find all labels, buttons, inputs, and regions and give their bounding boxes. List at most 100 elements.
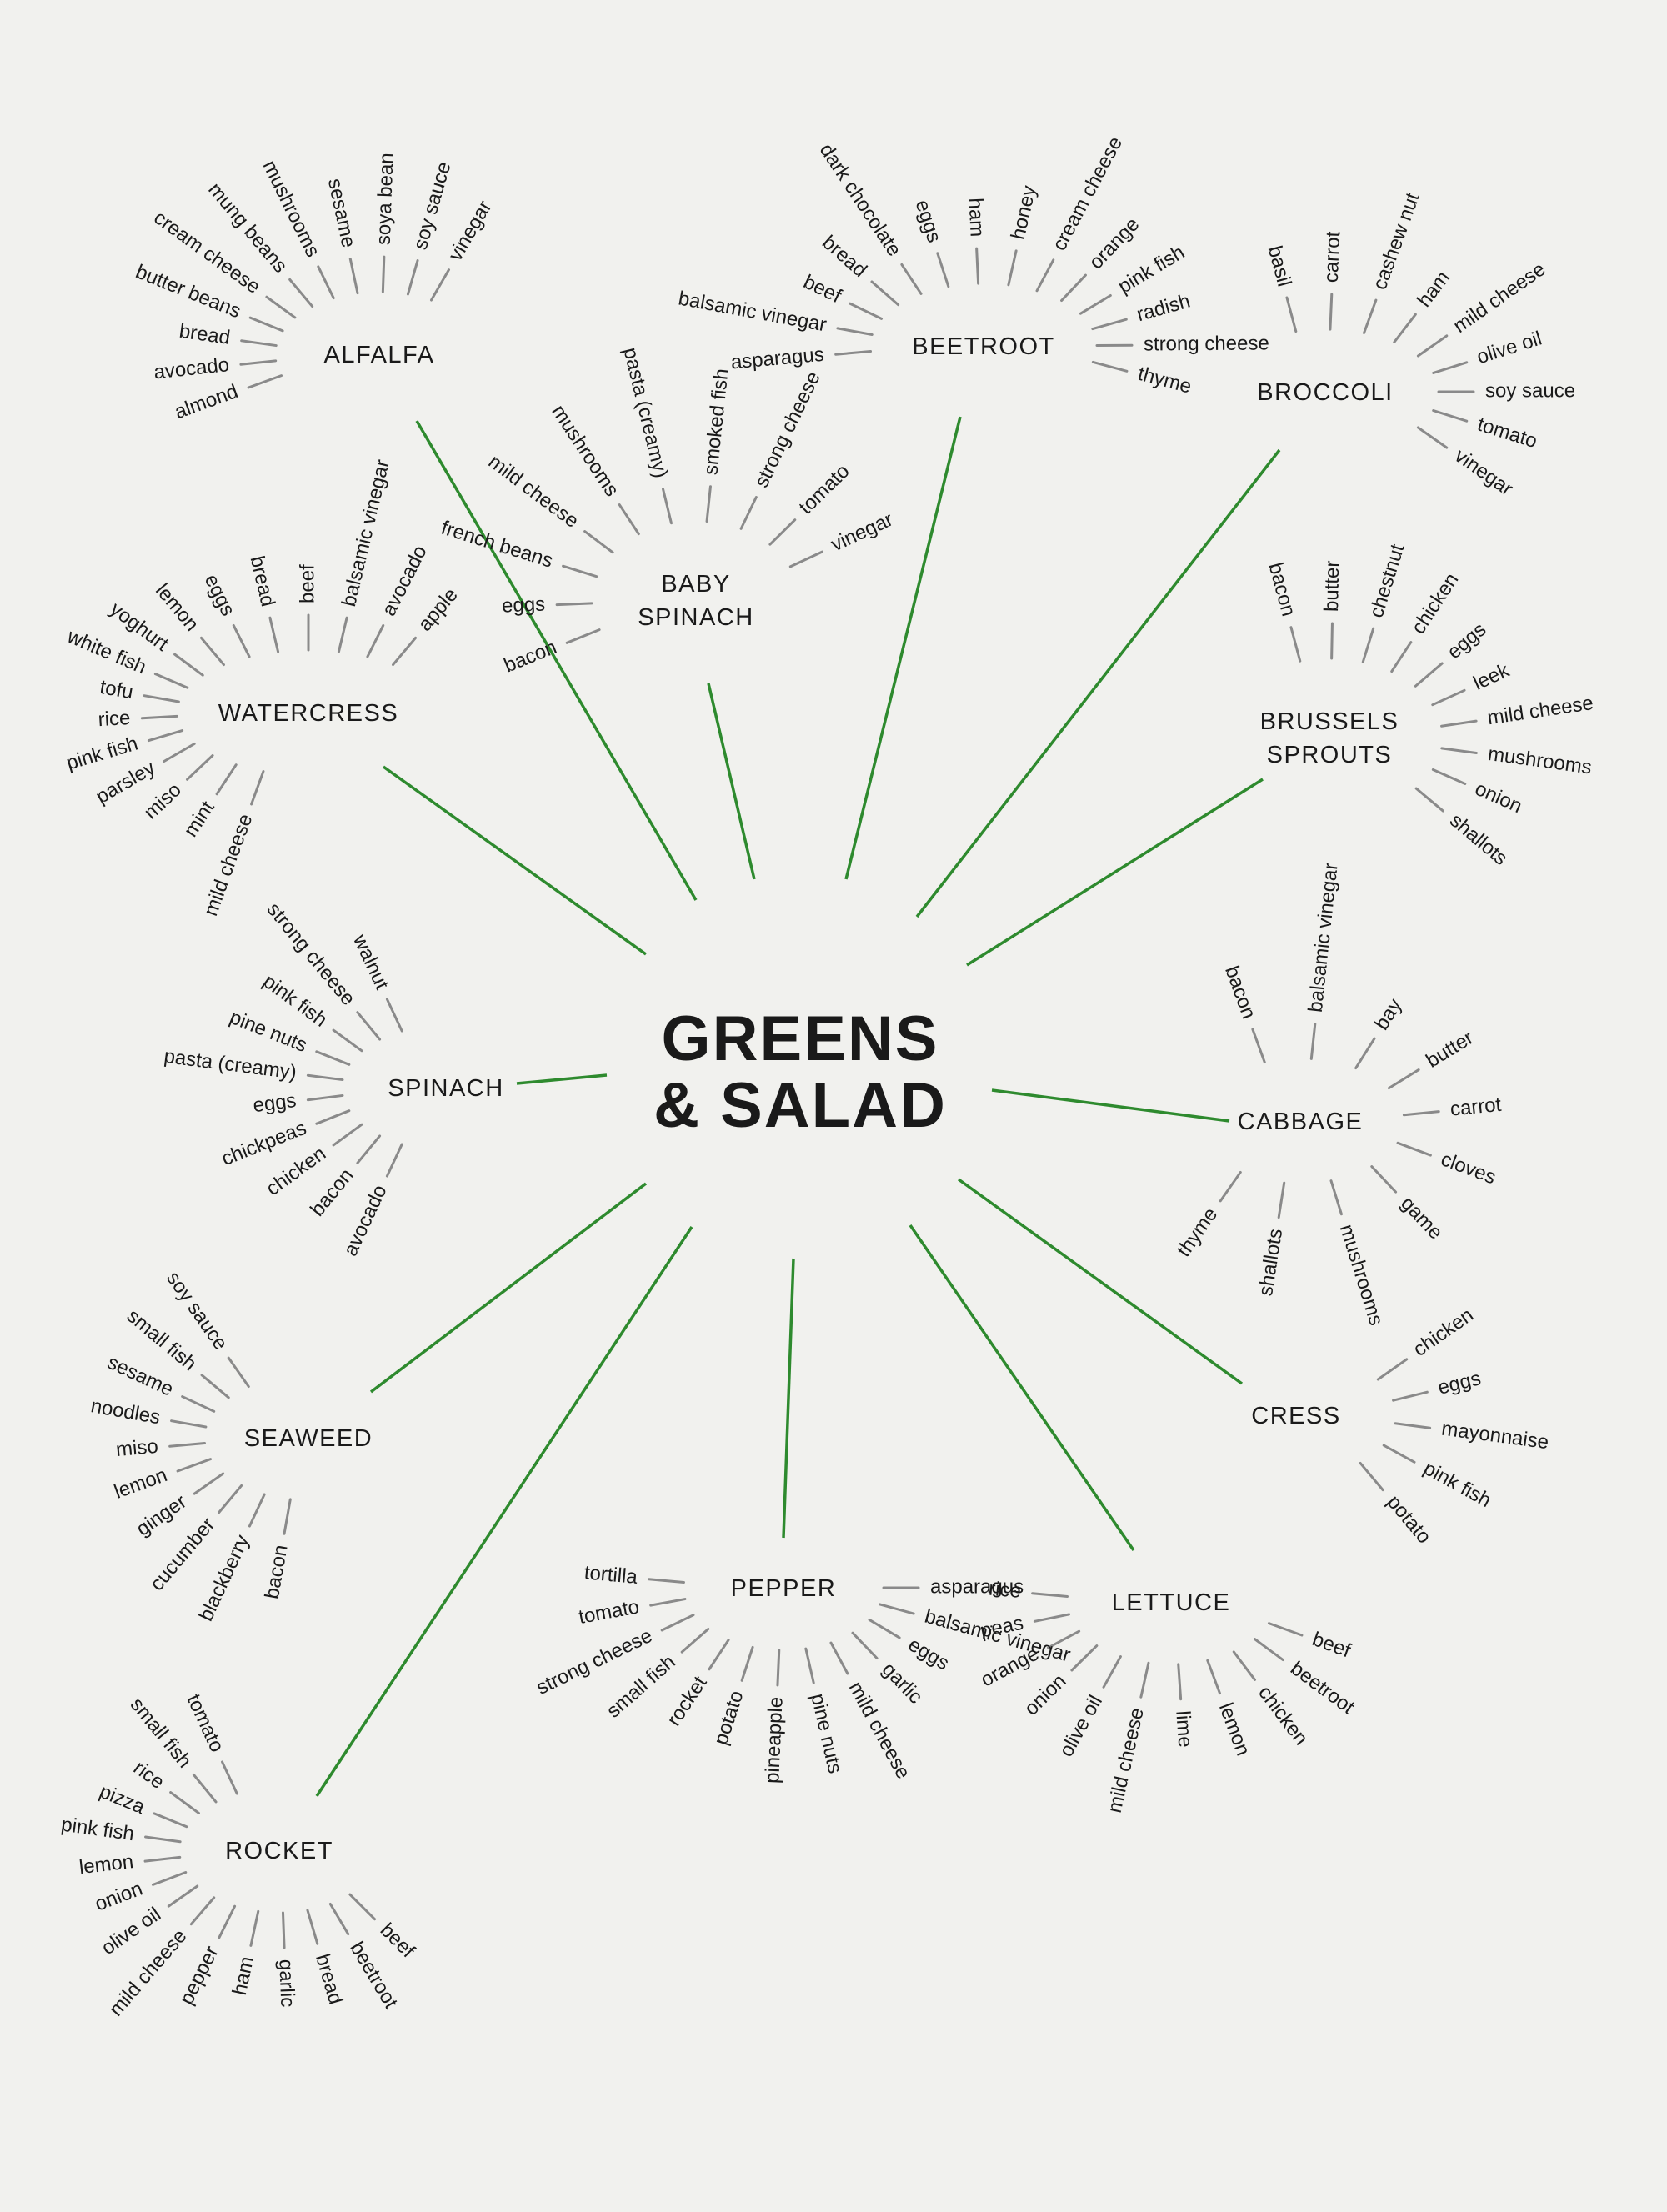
- rocket-pairing: garlic: [274, 1959, 298, 2007]
- cress-tick: [1382, 1444, 1416, 1464]
- rocket-pairing: bread: [311, 1952, 347, 2008]
- rocket-pairing: pizza: [96, 1780, 148, 1819]
- seaweed-label: SEAWEED: [244, 1425, 373, 1452]
- baby-spinach-pairing: mushrooms: [547, 401, 623, 501]
- cabbage-pairing: bacon: [1220, 963, 1260, 1022]
- cabbage-pairing: cloves: [1438, 1148, 1499, 1189]
- beetroot-tick: [870, 280, 900, 307]
- beetroot-pairing: beef: [800, 271, 845, 308]
- cress-pairing: mayonnaise: [1440, 1418, 1550, 1454]
- baby-spinach-tick: [583, 530, 614, 554]
- baby-spinach-pairing: french beans: [438, 517, 556, 573]
- lettuce-tick: [1232, 1650, 1257, 1681]
- brussels-sprouts-pairing: mushrooms: [1487, 743, 1594, 779]
- cress-pairing: chicken: [1409, 1304, 1478, 1361]
- broccoli-tick: [1416, 426, 1449, 449]
- pepper-pairing: pine nuts: [806, 1691, 846, 1775]
- lettuce-pairing: olive oil: [1055, 1691, 1107, 1760]
- lettuce-tick: [1047, 1629, 1081, 1649]
- lettuce-tick: [1177, 1663, 1183, 1701]
- watercress-tick: [337, 616, 348, 653]
- watercress-pairing: miso: [139, 778, 185, 823]
- pepper-connector: [782, 1258, 795, 1539]
- brussels-sprouts-tick: [1440, 747, 1478, 755]
- beetroot-tick: [1007, 249, 1018, 287]
- lettuce-pairing: beetroot: [1286, 1657, 1359, 1719]
- cabbage-label: CABBAGE: [1238, 1109, 1364, 1135]
- rocket-label: ROCKET: [225, 1838, 333, 1864]
- pepper-tick: [829, 1641, 849, 1675]
- cabbage-tick: [1354, 1037, 1376, 1070]
- beetroot-tick: [1060, 273, 1087, 303]
- brussels-sprouts-tick: [1431, 768, 1467, 785]
- cabbage-connector: [991, 1088, 1230, 1123]
- watercress-tick: [186, 753, 214, 781]
- broccoli-connector: [915, 448, 1281, 918]
- beetroot-pairing: balsamic vinegar: [677, 288, 828, 337]
- lettuce-pairing: lemon: [1214, 1700, 1254, 1759]
- seaweed-tick: [193, 1472, 225, 1495]
- seaweed-tick: [248, 1493, 266, 1528]
- rocket-tick: [144, 1835, 182, 1844]
- center-title-line2: & SALAD: [653, 1070, 947, 1141]
- seaweed-pairing: noodles: [89, 1394, 162, 1429]
- beetroot-tick: [1091, 360, 1129, 373]
- baby-spinach-tick: [555, 602, 593, 607]
- pepper-pairing: eggs: [904, 1634, 954, 1675]
- cabbage-pairing: thyme: [1173, 1204, 1223, 1261]
- broccoli-tick: [1329, 293, 1334, 331]
- seaweed-tick: [218, 1484, 243, 1514]
- rocket-tick: [328, 1902, 350, 1936]
- cabbage-pairing: game: [1396, 1192, 1447, 1244]
- spinach-connector: [516, 1073, 608, 1085]
- rocket-pairing: ham: [228, 1954, 258, 1997]
- spinach-tick: [306, 1073, 344, 1082]
- beetroot-pairing: asparagus: [730, 343, 825, 374]
- beetroot-tick: [1035, 258, 1055, 293]
- broccoli-pairing: ham: [1413, 267, 1454, 311]
- rocket-connector: [315, 1226, 693, 1797]
- watercress-tick: [199, 636, 225, 667]
- alfalfa-pairing: vinegar: [444, 197, 497, 265]
- watercress-pairing: tofu: [98, 676, 135, 704]
- cabbage-tick: [1387, 1068, 1420, 1090]
- alfalfa-tick: [406, 259, 419, 296]
- seaweed-pairing: ginger: [133, 1490, 191, 1540]
- pepper-pairing: garlic: [878, 1658, 927, 1708]
- lettuce-pairing: lime: [1171, 1710, 1196, 1749]
- baby-spinach-label: SPINACH: [638, 604, 753, 631]
- alfalfa-tick: [348, 258, 359, 295]
- cress-pairing: potato: [1383, 1491, 1436, 1548]
- watercress-label: WATERCRESS: [218, 700, 398, 727]
- baby-spinach-pairing: strong cheese: [750, 368, 825, 492]
- broccoli-tick: [1416, 334, 1449, 358]
- beetroot-pairing: bread: [818, 231, 871, 282]
- watercress-tick: [163, 743, 196, 763]
- rocket-pairing: tomato: [182, 1691, 228, 1756]
- spinach-tick: [332, 1123, 363, 1147]
- lettuce-pairing: rice: [988, 1578, 1022, 1603]
- rocket-tick: [192, 1773, 218, 1804]
- beetroot-pairing: orange: [1084, 213, 1144, 274]
- cabbage-tick: [1277, 1181, 1286, 1219]
- watercress-tick: [366, 623, 385, 658]
- watercress-pairing: balsamic vinegar: [338, 458, 394, 608]
- brussels-sprouts-tick: [1440, 719, 1478, 728]
- pepper-pairing: tomato: [577, 1595, 641, 1629]
- beetroot-pairing: eggs: [911, 197, 946, 245]
- watercress-pairing: apple: [413, 583, 462, 635]
- center-title-line1: GREENS: [662, 1003, 939, 1074]
- rocket-pairing: onion: [92, 1878, 145, 1916]
- watercress-pairing: bread: [245, 553, 278, 608]
- brussels-sprouts-pairing: chicken: [1407, 569, 1463, 638]
- spinach-pairing: bacon: [306, 1164, 358, 1221]
- pepper-tick: [708, 1639, 730, 1671]
- cabbage-tick: [1309, 1023, 1317, 1060]
- broccoli-pairing: basil: [1264, 243, 1296, 289]
- brussels-sprouts-pairing: butter: [1320, 560, 1344, 612]
- broccoli-label: BROCCOLI: [1257, 379, 1393, 406]
- beetroot-tick: [975, 247, 980, 285]
- watercress-pairing: eggs: [200, 571, 239, 620]
- brussels-sprouts-tick: [1289, 626, 1302, 663]
